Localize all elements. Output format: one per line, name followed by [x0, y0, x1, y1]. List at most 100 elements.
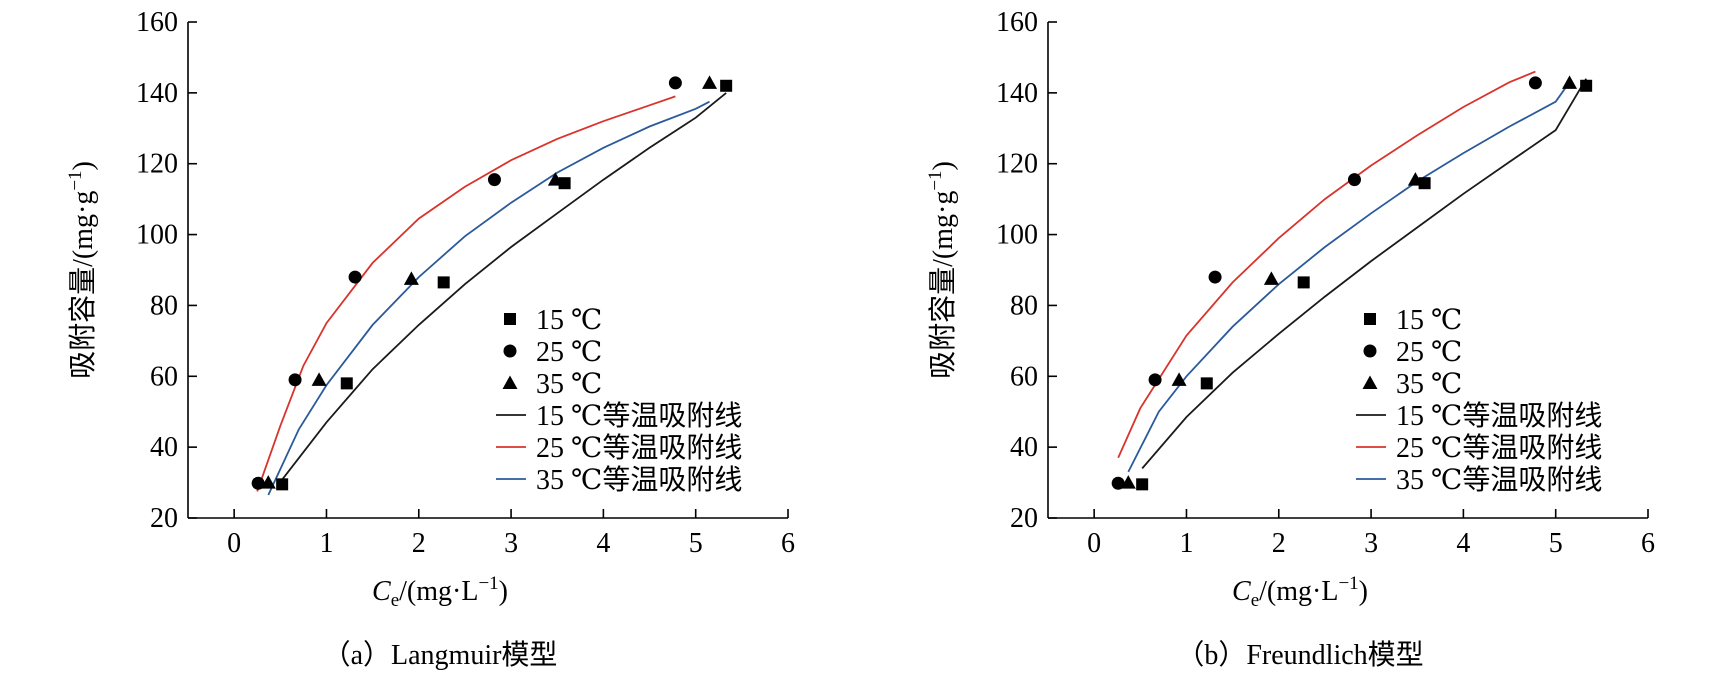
x-tick-label: 4: [1456, 528, 1470, 559]
fit-curve: [1141, 78, 1587, 469]
x-tick-label: 0: [227, 528, 241, 559]
legend-marker: [1362, 375, 1378, 389]
legend-marker: [1364, 313, 1376, 325]
y-tick-label: 160: [136, 7, 178, 38]
data-point: [1528, 76, 1542, 90]
legend-marker: [502, 375, 518, 389]
x-tick-label: 1: [1179, 528, 1193, 559]
legend-label: 35 ℃: [536, 369, 602, 400]
y-axis-label-sup: −1: [925, 170, 946, 190]
caption-b: （b）Freundlich模型: [1176, 639, 1423, 671]
legend-label: 35 ℃等温吸附线: [1396, 464, 1602, 496]
data-point: [547, 172, 563, 186]
y-tick-label: 140: [136, 78, 178, 109]
data-point: [1347, 173, 1361, 187]
y-axis-label: 吸附容量/(mg·g−1): [65, 161, 99, 379]
caption-a: （a）Langmuir模型: [323, 639, 558, 671]
fit-curve: [277, 92, 727, 485]
legend-label: 15 ℃: [1396, 305, 1462, 336]
data-point: [1171, 372, 1187, 386]
data-point: [487, 173, 501, 187]
y-tick-label: 80: [150, 290, 178, 321]
y-axis-label-close: ): [928, 161, 959, 170]
x-axis-label-unit: /(mg·L: [399, 576, 478, 607]
data-point: [1562, 75, 1578, 89]
data-point: [668, 76, 682, 90]
x-tick-label: 4: [596, 528, 610, 559]
data-point: [1120, 475, 1136, 489]
legend-marker: [1363, 344, 1377, 358]
data-point: [1263, 271, 1279, 285]
y-axis-label: 吸附容量/(mg·g−1): [925, 161, 959, 379]
legend-label: 15 ℃: [536, 305, 602, 336]
data-point: [1136, 478, 1149, 491]
x-tick-label: 6: [1641, 528, 1655, 559]
data-point: [1407, 172, 1423, 186]
legend-label: 25 ℃: [536, 337, 602, 368]
legend-label: 35 ℃: [1396, 369, 1462, 400]
data-point: [702, 75, 718, 89]
data-point: [1418, 177, 1431, 190]
data-point: [311, 372, 327, 386]
data-point: [348, 270, 362, 284]
x-tick-label: 0: [1087, 528, 1101, 559]
legend-label: 25 ℃等温吸附线: [536, 432, 742, 464]
x-axis-label: Ce/(mg·L−1): [1232, 573, 1368, 611]
data-point: [1297, 276, 1310, 289]
fit-curve: [1117, 70, 1536, 459]
y-tick-label: 40: [1010, 432, 1038, 463]
x-axis-label-unit: /(mg·L: [1259, 576, 1338, 607]
data-point: [260, 475, 276, 489]
data-point: [1208, 270, 1222, 284]
x-axis-label-var: C: [1232, 576, 1251, 607]
data-point: [1148, 373, 1162, 387]
data-point: [288, 373, 302, 387]
x-tick-label: 3: [1364, 528, 1378, 559]
y-axis-label-sup: −1: [65, 170, 86, 190]
x-axis-label-close: ): [499, 576, 508, 607]
legend-label: 15 ℃等温吸附线: [1396, 400, 1602, 432]
x-tick-label: 3: [504, 528, 518, 559]
y-tick-label: 80: [1010, 290, 1038, 321]
legend-marker: [503, 344, 517, 358]
y-tick-label: 40: [150, 432, 178, 463]
y-axis-label-main: 吸附容量/(mg·g: [927, 191, 959, 379]
data-point: [403, 271, 419, 285]
chart-panel-b: （b）Freundlich模型 20 40 60 80 100 120 140 160 0 1 2 3…: [925, 7, 1655, 671]
y-tick-label: 100: [996, 220, 1038, 251]
x-axis-label-sup: −1: [1338, 573, 1358, 594]
y-tick-label: 140: [996, 78, 1038, 109]
data-point: [276, 478, 289, 491]
x-axis-label-var: C: [372, 576, 391, 607]
y-tick-label: 100: [136, 220, 178, 251]
y-tick-label: 20: [1010, 503, 1038, 534]
data-point: [340, 377, 353, 390]
x-axis-label-close: ): [1359, 576, 1368, 607]
legend-label: 25 ℃: [1396, 337, 1462, 368]
y-axis-label-main: 吸附容量/(mg·g: [67, 191, 99, 379]
data-point: [437, 276, 450, 289]
x-tick-label: 2: [1272, 528, 1286, 559]
legend-marker: [504, 313, 516, 325]
x-axis-label-sub: e: [391, 590, 399, 611]
x-tick-label: 6: [781, 528, 795, 559]
chart-panel-a: （a）Langmuir模型 20 40 60 80 100 120 140 160 0 1 2 3 4 5…: [65, 7, 795, 671]
legend-label: 25 ℃等温吸附线: [1396, 432, 1602, 464]
data-point: [1200, 377, 1213, 390]
x-axis-label: Ce/(mg·L−1): [372, 573, 508, 611]
y-tick-label: 120: [136, 149, 178, 180]
data-point: [1580, 79, 1593, 92]
y-tick-label: 120: [996, 149, 1038, 180]
y-tick-label: 60: [150, 361, 178, 392]
y-tick-label: 20: [150, 503, 178, 534]
legend-label: 15 ℃等温吸附线: [536, 400, 742, 432]
x-tick-label: 5: [689, 528, 703, 559]
data-point: [558, 177, 571, 190]
y-axis-label-close: ): [68, 161, 99, 170]
y-tick-label: 160: [996, 7, 1038, 38]
data-point: [1111, 476, 1125, 490]
x-tick-label: 5: [1549, 528, 1563, 559]
